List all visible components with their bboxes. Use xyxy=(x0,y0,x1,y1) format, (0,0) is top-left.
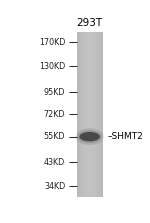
Ellipse shape xyxy=(80,132,100,141)
Text: 34KD: 34KD xyxy=(44,182,65,191)
Text: –SHMT2: –SHMT2 xyxy=(107,132,143,141)
Text: 55KD: 55KD xyxy=(44,132,65,141)
Text: 95KD: 95KD xyxy=(44,87,65,97)
Text: 130KD: 130KD xyxy=(39,62,65,71)
Text: 72KD: 72KD xyxy=(44,110,65,119)
Ellipse shape xyxy=(76,128,104,145)
Text: 170KD: 170KD xyxy=(39,38,65,47)
Text: 293T: 293T xyxy=(77,19,103,29)
Text: 43KD: 43KD xyxy=(44,158,65,167)
Ellipse shape xyxy=(78,130,101,143)
